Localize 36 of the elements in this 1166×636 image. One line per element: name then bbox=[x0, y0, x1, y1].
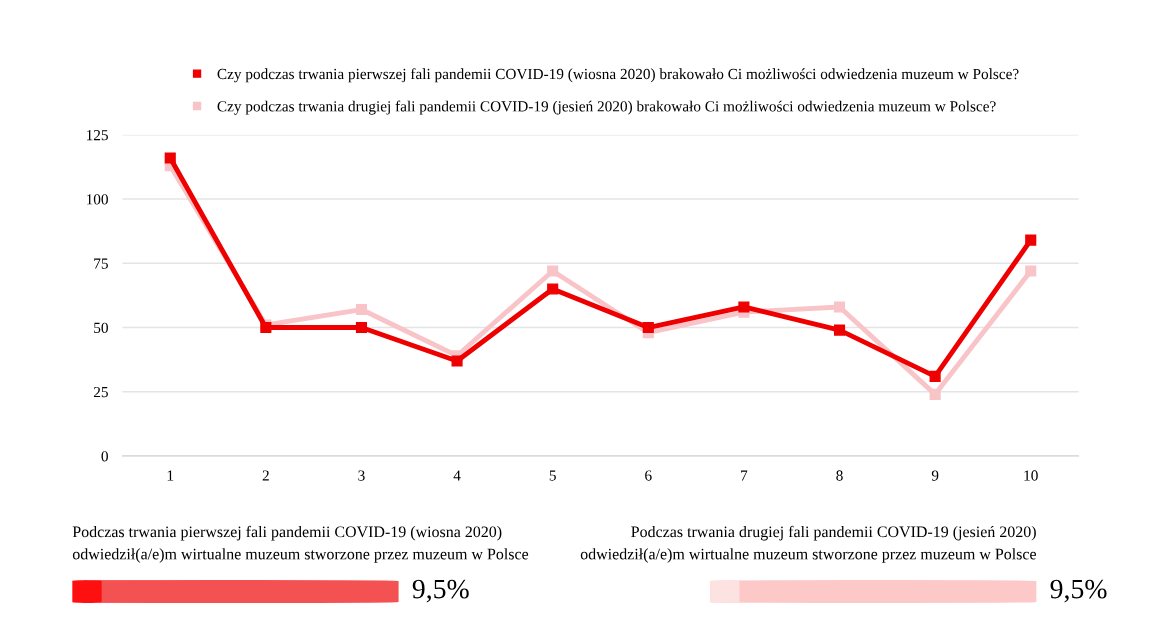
y-tick-label: 100 bbox=[86, 194, 108, 205]
x-tick-label: 6 bbox=[645, 470, 652, 481]
point bbox=[1025, 234, 1037, 246]
point bbox=[833, 324, 846, 336]
text: Podczas trwania drugiej fali pandemii COVID-19 (jesień 2020) odwiedził(a/e)m wirtualne muzeum stworzone przez muzeum w Polsce bbox=[580, 525, 1037, 563]
x-tick-label: 3 bbox=[358, 470, 365, 481]
point bbox=[355, 303, 368, 316]
y-tick-label: 25 bbox=[93, 386, 108, 398]
point bbox=[547, 265, 559, 277]
point bbox=[547, 283, 559, 295]
point bbox=[164, 152, 176, 164]
text: 9,5% bbox=[1050, 579, 1107, 603]
point bbox=[642, 321, 654, 334]
point bbox=[355, 321, 368, 334]
x-tick-label: 10 bbox=[1024, 470, 1038, 481]
legend-label: Czy podczas trwania pierwszej fali pandemii COVID-19 (wiosna 2020) brakowało Ci możliwości odwiedzenia muzeum w Polsce? bbox=[217, 68, 1019, 83]
text: Podczas trwania pierwszej fali pandemii COVID-19 (wiosna 2020) odwiedził(a/e)m wirtualne muzeum stworzone przez muzeum w Polsce bbox=[72, 525, 529, 563]
legend-label: Czy podczas trwania drugiej fali pandemii COVID-19 (jesień 2020) brakowało Ci możliwości odwiedzenia muzeum w Polsce? bbox=[217, 100, 996, 115]
x-tick-label: 4 bbox=[453, 470, 461, 481]
x-tick-label: 1 bbox=[167, 470, 174, 481]
point bbox=[929, 370, 941, 382]
point bbox=[1025, 265, 1037, 277]
point bbox=[833, 301, 846, 313]
text: 9,5% bbox=[412, 579, 469, 603]
y-tick-label: 0 bbox=[101, 451, 108, 462]
x-tick-label: 5 bbox=[549, 470, 556, 481]
y-tick-label: 75 bbox=[94, 258, 108, 269]
x-tick-label: 2 bbox=[262, 470, 269, 481]
y-tick-label: 50 bbox=[94, 322, 108, 333]
point bbox=[738, 301, 750, 313]
point bbox=[929, 388, 941, 400]
x-tick-label: 8 bbox=[836, 470, 843, 481]
point bbox=[451, 355, 463, 367]
x-tick-label: 7 bbox=[741, 470, 748, 481]
y-tick-label: 125 bbox=[86, 130, 108, 141]
x-tick-label: 9 bbox=[931, 470, 939, 481]
